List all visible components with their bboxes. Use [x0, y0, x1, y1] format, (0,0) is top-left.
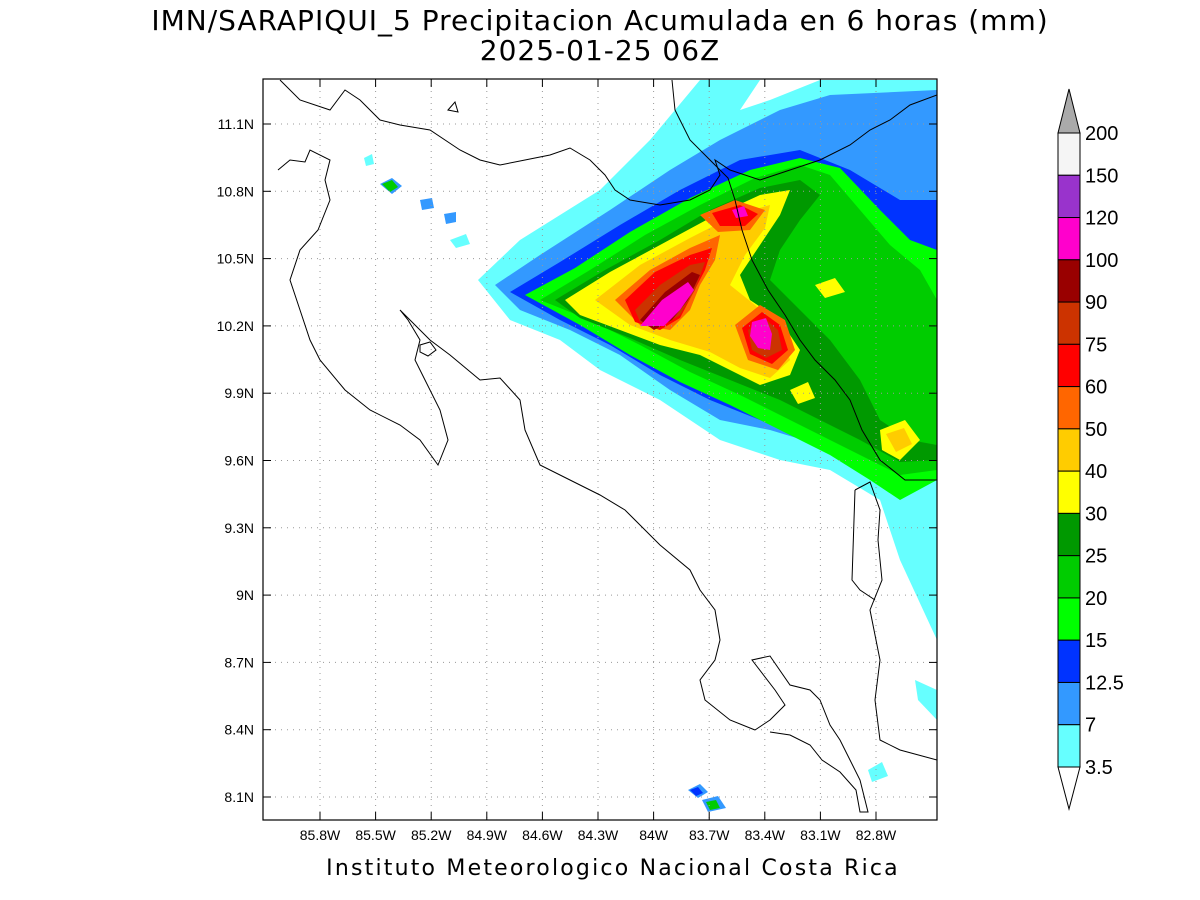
- precip-band-20: [382, 180, 398, 192]
- colorbar-swatch: [1057, 386, 1081, 430]
- lon-tick-label: 85.8W: [300, 827, 341, 843]
- lon-tick-label: 84.3W: [578, 827, 619, 843]
- lat-tick-label: 9.3N: [224, 520, 254, 536]
- lat-tick-label: 8.4N: [224, 722, 254, 738]
- lat-tick-label: 10.2N: [217, 318, 254, 334]
- colorbar-label: 3.5: [1085, 757, 1113, 779]
- colorbar-under-triangle: [1057, 766, 1081, 811]
- colorbar-swatch: [1057, 343, 1081, 388]
- colorbar-swatch: [1057, 597, 1081, 641]
- colorbar: 200 150 120 100 90 75 60 50 40 30 25 20 15 12.5 7 3.5: [1057, 88, 1124, 811]
- map-frame: [262, 78, 938, 821]
- map-subtitle: 2025-01-25 06Z: [479, 34, 721, 67]
- lon-tick-label: 85.5W: [355, 827, 396, 843]
- nicoya-gulf-islands: [419, 341, 437, 357]
- precip-band-7: [420, 198, 434, 210]
- colorbar-swatch: [1057, 555, 1081, 599]
- lon-tick-label: 83.4W: [745, 827, 786, 843]
- lat-tick-label: 10.8N: [217, 183, 254, 199]
- colorbar-label: 30: [1085, 503, 1107, 525]
- colorbar-label: 40: [1085, 461, 1107, 483]
- precip-band-3-5: [915, 680, 937, 720]
- northern-peninsula: [447, 100, 459, 113]
- colorbar-swatch: [1057, 428, 1081, 472]
- colorbar-label: 120: [1085, 208, 1118, 230]
- colorbar-swatch: [1057, 217, 1081, 261]
- lon-tick-label: 83.7W: [689, 827, 730, 843]
- lat-tick-label: 10.5N: [217, 251, 254, 267]
- colorbar-label: 20: [1085, 588, 1107, 610]
- precip-band-12-5: [690, 787, 703, 796]
- colorbar-label: 25: [1085, 546, 1107, 568]
- colorbar-swatch: [1057, 132, 1081, 176]
- precip-band-20: [706, 800, 720, 810]
- lat-tick-label: 9.6N: [224, 453, 254, 469]
- colorbar-label: 90: [1085, 292, 1107, 314]
- lat-tick-label: 8.1N: [224, 789, 254, 805]
- precip-band-3-5: [364, 154, 374, 166]
- colorbar-label: 60: [1085, 377, 1107, 399]
- caribbean-coast: [279, 79, 937, 206]
- precip-band-100: [732, 206, 748, 218]
- pacific-coast-north: [277, 149, 756, 731]
- coastline: [277, 79, 937, 813]
- colorbar-label: 15: [1085, 630, 1107, 652]
- map-title: IMN/SARAPIQUI_5 Precipitacion Acumulada …: [151, 4, 1049, 37]
- colorbar-label: 50: [1085, 419, 1107, 441]
- lat-tick-label: 9N: [236, 587, 254, 603]
- colorbar-label: 100: [1085, 250, 1118, 272]
- colorbar-swatch: [1057, 512, 1081, 557]
- colorbar-swatch: [1057, 724, 1081, 768]
- colorbar-swatch: [1057, 301, 1081, 345]
- lat-tick-label: 11.1N: [218, 116, 254, 132]
- colorbar-swatch: [1057, 639, 1081, 683]
- osa-peninsula: [751, 655, 869, 813]
- colorbar-label: 12.5: [1085, 672, 1124, 694]
- colorbar-swatch: [1057, 174, 1081, 219]
- colorbar-label: 75: [1085, 334, 1107, 356]
- nicaragua-border: [671, 79, 937, 481]
- colorbar-swatch: [1057, 681, 1081, 726]
- colorbar-swatch: [1057, 259, 1081, 303]
- colorbar-label: 200: [1085, 123, 1118, 145]
- lon-tick-label: 82.8W: [856, 827, 897, 843]
- precip-band-7: [444, 212, 456, 224]
- colorbar-over-triangle: [1057, 88, 1081, 134]
- lon-tick-label: 84.9W: [467, 827, 508, 843]
- lat-tick-label: 8.7N: [224, 654, 254, 670]
- lon-tick-label: 83.1W: [800, 827, 841, 843]
- map-axes: 85.8W 85.5W 85.2W 84.9W 84.6W 84.3W 84W 83.7W 83…: [217, 79, 937, 843]
- precip-band-40: [886, 428, 912, 452]
- lon-tick-label: 84W: [639, 827, 669, 843]
- precipitation-field: [364, 80, 937, 812]
- panama-border: [854, 481, 937, 761]
- coordinate-grid: [263, 79, 937, 820]
- precip-band-3-5: [868, 762, 888, 782]
- colorbar-label: 150: [1085, 165, 1118, 187]
- colorbar-swatch: [1057, 470, 1081, 514]
- lon-tick-label: 85.2W: [411, 827, 452, 843]
- southern-coast: [851, 489, 876, 601]
- precip-band-3-5: [450, 234, 470, 248]
- precip-band-30: [815, 278, 845, 298]
- colorbar-label: 7: [1085, 715, 1096, 737]
- footer-credit: Instituto Meteorologico Nacional Costa R…: [326, 856, 900, 881]
- lon-tick-label: 84.6W: [522, 827, 563, 843]
- lat-tick-label: 9.9N: [224, 385, 254, 401]
- precip-band-100: [640, 282, 694, 326]
- precip-band-30: [790, 382, 815, 404]
